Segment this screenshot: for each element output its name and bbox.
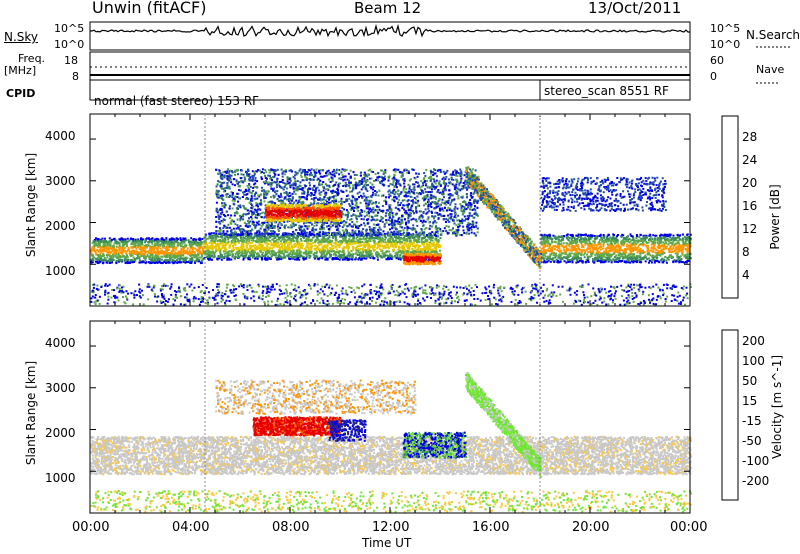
power-cbar-tick-20: 20 [742, 176, 757, 190]
velocity-cbar-tick-neg15: -15 [742, 414, 762, 428]
freq-right-tick-low: 0 [710, 70, 717, 83]
freq-left-tick-low: 8 [72, 70, 79, 83]
velocity-ytick-1000: 1000 [45, 471, 76, 485]
xtick-1200: 12:00 [372, 520, 409, 535]
station-title: Unwin (fitACF) [92, 0, 206, 17]
date-title: 13/Oct/2011 [588, 0, 681, 17]
velocity-ytick-2000: 2000 [45, 426, 76, 440]
freq-right-tick-high: 60 [710, 54, 724, 67]
velocity-ytick-4000: 4000 [45, 336, 76, 350]
xtick-2000: 20:00 [572, 520, 609, 535]
xlabel: Time UT [362, 536, 411, 550]
velocity-cbar-tick-200: 200 [742, 334, 765, 348]
cpid-label: CPID [6, 87, 35, 100]
nsky-label: N.Sky [4, 30, 38, 44]
noise-left-tick-low: 10^0 [54, 38, 84, 51]
power-ytick-3000: 3000 [45, 174, 76, 188]
power-cbar-tick-16: 16 [742, 199, 757, 213]
xtick-0000: 00:00 [72, 520, 109, 535]
xtick-1600: 16:00 [472, 520, 509, 535]
noise-left-tick-high: 10^5 [54, 22, 84, 35]
xtick-0400: 04:00 [172, 520, 209, 535]
noise-right-tick-low: 10^0 [710, 38, 740, 51]
velocity-ytick-3000: 3000 [45, 381, 76, 395]
velocity-cbar-tick-15: 15 [742, 394, 757, 408]
power-ytick-4000: 4000 [45, 129, 76, 143]
xtick-0800: 08:00 [272, 520, 309, 535]
velocity-cbar-tick-neg100: -100 [742, 454, 769, 468]
noise-right-tick-high: 10^5 [710, 22, 740, 35]
power-cbar-tick-24: 24 [742, 153, 757, 167]
velocity-ylabel: Slant Range [km] [24, 358, 38, 468]
velocity-cbar-tick-50: 50 [742, 374, 757, 388]
mhz-label: [MHz] [4, 64, 36, 77]
beam-title: Beam 12 [354, 0, 421, 17]
power-ylabel: Slant Range [km] [24, 150, 38, 260]
freq-left-tick-high: 18 [64, 54, 78, 67]
cpid-first: normal (fast stereo) 153 RF [94, 94, 259, 108]
power-cbar-tick-28: 28 [742, 130, 757, 144]
power-cbar-tick-4: 4 [742, 268, 750, 282]
power-ytick-2000: 2000 [45, 219, 76, 233]
velocity-cbar-label: Velocity [m s^-1] [770, 352, 784, 462]
power-cbar-tick-8: 8 [742, 245, 750, 259]
plot-canvas [0, 0, 800, 554]
cpid-second: stereo_scan 8551 RF [544, 84, 669, 98]
nsearch-label: N.Search [746, 28, 800, 42]
nave-label: Nave [756, 63, 784, 76]
velocity-cbar-tick-100: 100 [742, 354, 765, 368]
power-cbar-label: Power [dB] [768, 172, 782, 262]
xtick-2400: 00:00 [670, 520, 707, 535]
power-cbar-tick-12: 12 [742, 222, 757, 236]
velocity-cbar-tick-neg200: -200 [742, 474, 769, 488]
power-ytick-1000: 1000 [45, 264, 76, 278]
velocity-cbar-tick-neg50: -50 [742, 434, 762, 448]
